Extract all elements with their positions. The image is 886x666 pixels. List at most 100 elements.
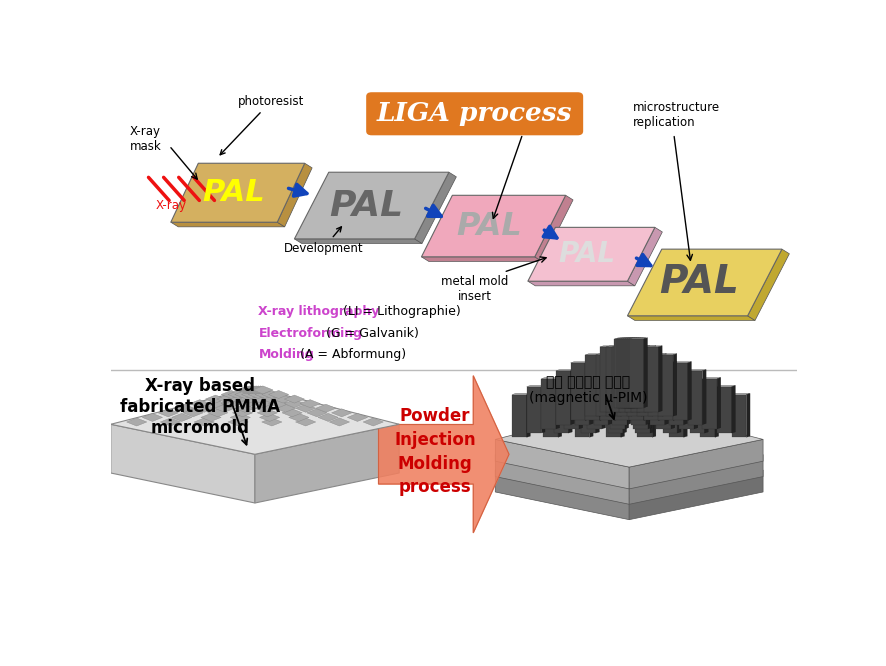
Polygon shape	[207, 409, 228, 417]
Polygon shape	[638, 394, 652, 438]
Text: PAL: PAL	[559, 240, 616, 268]
Polygon shape	[646, 346, 649, 412]
Polygon shape	[615, 362, 618, 420]
Polygon shape	[585, 362, 603, 363]
Polygon shape	[703, 378, 721, 379]
Polygon shape	[658, 354, 677, 355]
Polygon shape	[638, 346, 656, 347]
Text: Powder
Injection
Molding
process: Powder Injection Molding process	[394, 408, 476, 496]
Polygon shape	[617, 354, 635, 355]
Text: metal mold
insert: metal mold insert	[441, 275, 509, 303]
Polygon shape	[222, 390, 241, 398]
Polygon shape	[600, 362, 618, 363]
Polygon shape	[318, 414, 338, 422]
Polygon shape	[330, 418, 350, 426]
Polygon shape	[296, 418, 315, 426]
Polygon shape	[586, 362, 589, 420]
Polygon shape	[253, 386, 273, 394]
Polygon shape	[587, 379, 602, 429]
Polygon shape	[640, 338, 643, 408]
Polygon shape	[541, 386, 545, 433]
Polygon shape	[606, 394, 621, 438]
Polygon shape	[282, 409, 302, 417]
Polygon shape	[585, 354, 603, 355]
Polygon shape	[631, 371, 646, 425]
Polygon shape	[602, 378, 606, 429]
Polygon shape	[242, 390, 261, 398]
Polygon shape	[638, 338, 641, 408]
Polygon shape	[251, 395, 270, 403]
Polygon shape	[618, 346, 637, 347]
Polygon shape	[495, 406, 763, 467]
Polygon shape	[703, 379, 717, 429]
Polygon shape	[183, 409, 203, 417]
Polygon shape	[594, 371, 609, 425]
Polygon shape	[658, 362, 662, 420]
Polygon shape	[618, 339, 633, 408]
Polygon shape	[644, 346, 662, 347]
Polygon shape	[629, 363, 644, 420]
Text: photoresist: photoresist	[220, 95, 304, 155]
Polygon shape	[512, 394, 526, 438]
Polygon shape	[237, 386, 257, 394]
Polygon shape	[239, 395, 260, 403]
Polygon shape	[363, 418, 384, 426]
Text: X-ray
mask: X-ray mask	[130, 125, 162, 153]
Polygon shape	[606, 347, 621, 412]
Polygon shape	[569, 386, 572, 433]
Polygon shape	[261, 395, 282, 403]
Polygon shape	[688, 371, 703, 425]
Polygon shape	[663, 386, 677, 433]
Polygon shape	[623, 339, 638, 408]
Polygon shape	[242, 386, 261, 394]
Polygon shape	[633, 338, 637, 408]
Polygon shape	[556, 378, 560, 429]
Polygon shape	[648, 354, 666, 355]
Polygon shape	[495, 421, 763, 482]
Polygon shape	[625, 378, 629, 429]
Polygon shape	[648, 355, 663, 416]
Polygon shape	[589, 394, 593, 438]
Polygon shape	[673, 362, 677, 420]
Polygon shape	[347, 414, 368, 422]
Polygon shape	[627, 227, 663, 286]
Polygon shape	[294, 172, 449, 239]
Polygon shape	[331, 409, 352, 417]
Polygon shape	[174, 404, 194, 412]
Polygon shape	[684, 394, 688, 438]
Polygon shape	[617, 355, 632, 416]
Polygon shape	[629, 338, 633, 408]
Polygon shape	[633, 379, 648, 429]
Polygon shape	[629, 338, 648, 339]
Polygon shape	[206, 395, 226, 403]
Polygon shape	[621, 338, 639, 339]
Polygon shape	[627, 316, 755, 320]
Polygon shape	[235, 404, 255, 412]
Polygon shape	[606, 354, 625, 355]
Text: PAL: PAL	[202, 178, 265, 207]
Polygon shape	[606, 355, 621, 416]
Polygon shape	[694, 378, 698, 429]
Text: LIGA process: LIGA process	[377, 101, 572, 127]
Polygon shape	[627, 370, 631, 425]
Polygon shape	[171, 222, 284, 227]
Polygon shape	[585, 363, 600, 420]
Text: PAL: PAL	[660, 264, 740, 302]
Polygon shape	[635, 386, 650, 433]
Polygon shape	[638, 354, 656, 355]
Polygon shape	[627, 346, 631, 412]
Polygon shape	[526, 386, 541, 433]
Polygon shape	[277, 163, 312, 227]
Polygon shape	[261, 390, 282, 398]
Polygon shape	[307, 409, 327, 417]
Polygon shape	[595, 386, 600, 433]
Polygon shape	[644, 338, 648, 408]
Polygon shape	[255, 404, 276, 412]
Polygon shape	[680, 378, 698, 379]
Polygon shape	[627, 354, 645, 355]
Polygon shape	[610, 354, 614, 416]
Polygon shape	[612, 370, 631, 371]
Polygon shape	[688, 370, 706, 371]
Polygon shape	[206, 400, 226, 408]
Polygon shape	[644, 347, 658, 412]
